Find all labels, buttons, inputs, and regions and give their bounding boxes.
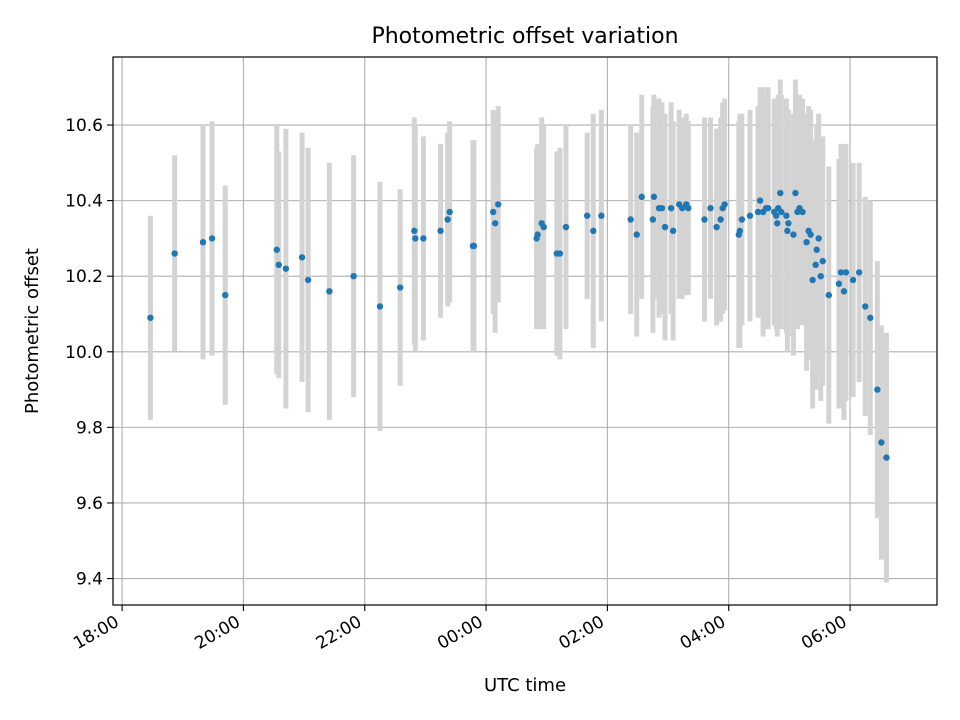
data-point (491, 220, 499, 227)
data-point (275, 261, 283, 269)
data-point (583, 212, 591, 219)
data-point (638, 193, 645, 201)
data-point (437, 227, 444, 235)
data-point (825, 291, 833, 299)
data-point (799, 208, 806, 216)
data-point (774, 220, 781, 227)
data-point (650, 193, 658, 201)
data-point (746, 212, 754, 219)
data-point (773, 212, 780, 219)
data-point (717, 216, 724, 223)
data-point (633, 231, 640, 238)
data-point (661, 223, 669, 231)
data-points (147, 189, 890, 461)
data-point (807, 231, 814, 238)
data-point (878, 439, 885, 446)
data-point (171, 250, 178, 257)
y-axis-ticks: 9.4 9.6 9.8 10.0 10.2 10.4 10.6 (65, 116, 113, 590)
data-point (792, 189, 799, 197)
data-point (534, 231, 541, 238)
data-point (713, 223, 720, 231)
data-point (376, 303, 384, 310)
data-point (685, 204, 692, 212)
data-point (721, 201, 728, 208)
data-point (754, 208, 762, 216)
data-point (326, 288, 333, 295)
y-tick-label: 10.2 (65, 267, 103, 287)
data-point (669, 227, 677, 235)
data-point (396, 284, 404, 291)
data-point (222, 291, 229, 299)
y-tick-label: 10.4 (65, 192, 103, 212)
data-point (208, 235, 216, 242)
data-point (783, 212, 790, 219)
data-point (736, 227, 744, 235)
data-point (444, 216, 451, 223)
chart-title: Photometric offset variation (371, 24, 678, 49)
data-point (812, 261, 819, 269)
data-point (411, 227, 418, 235)
data-point (862, 303, 869, 310)
data-point (819, 257, 826, 265)
data-point (562, 223, 570, 231)
data-point (470, 242, 478, 250)
y-axis-label: Photometric offset (22, 248, 43, 414)
y-tick-label: 10.6 (65, 116, 103, 136)
data-point (835, 280, 843, 287)
grid (113, 57, 937, 605)
data-point (489, 208, 497, 216)
data-point (446, 208, 453, 216)
data-point (350, 273, 357, 280)
y-tick-label: 9.4 (76, 570, 103, 590)
data-point (298, 254, 306, 261)
y-tick-label: 9.8 (76, 418, 103, 438)
data-point (842, 269, 850, 276)
data-point (707, 204, 714, 212)
data-point (817, 273, 824, 280)
data-point (590, 227, 597, 235)
data-point (815, 235, 822, 242)
data-point (273, 246, 280, 253)
data-point (784, 227, 791, 235)
y-tick-label: 10.0 (65, 343, 103, 363)
data-point (867, 314, 874, 321)
data-point (803, 238, 810, 246)
data-point (764, 204, 772, 212)
data-point (883, 454, 890, 461)
plot-frame (112, 56, 938, 606)
data-point (199, 238, 207, 246)
data-point (840, 288, 848, 295)
data-point (813, 246, 820, 253)
data-point (790, 231, 797, 238)
data-point (540, 223, 547, 231)
y-tick-label: 9.6 (76, 494, 103, 514)
data-point (785, 220, 792, 227)
data-point (738, 216, 746, 223)
data-point (777, 189, 784, 197)
data-point (809, 276, 816, 284)
data-point (420, 235, 427, 242)
data-point (667, 204, 675, 212)
data-point (874, 386, 881, 393)
data-point (701, 216, 708, 223)
x-axis-label: UTC time (484, 675, 566, 696)
data-point (282, 265, 290, 272)
data-point (658, 204, 666, 212)
data-point (756, 197, 764, 204)
data-point (556, 250, 564, 257)
data-point (837, 269, 845, 276)
data-point (849, 276, 857, 284)
data-point (778, 208, 785, 216)
data-point (598, 212, 605, 219)
data-point (855, 269, 863, 276)
data-point (679, 204, 686, 212)
data-point (304, 276, 312, 284)
data-point (649, 216, 657, 223)
data-point (627, 216, 634, 223)
data-point (147, 314, 154, 321)
data-point (495, 201, 502, 208)
data-point (412, 235, 419, 242)
